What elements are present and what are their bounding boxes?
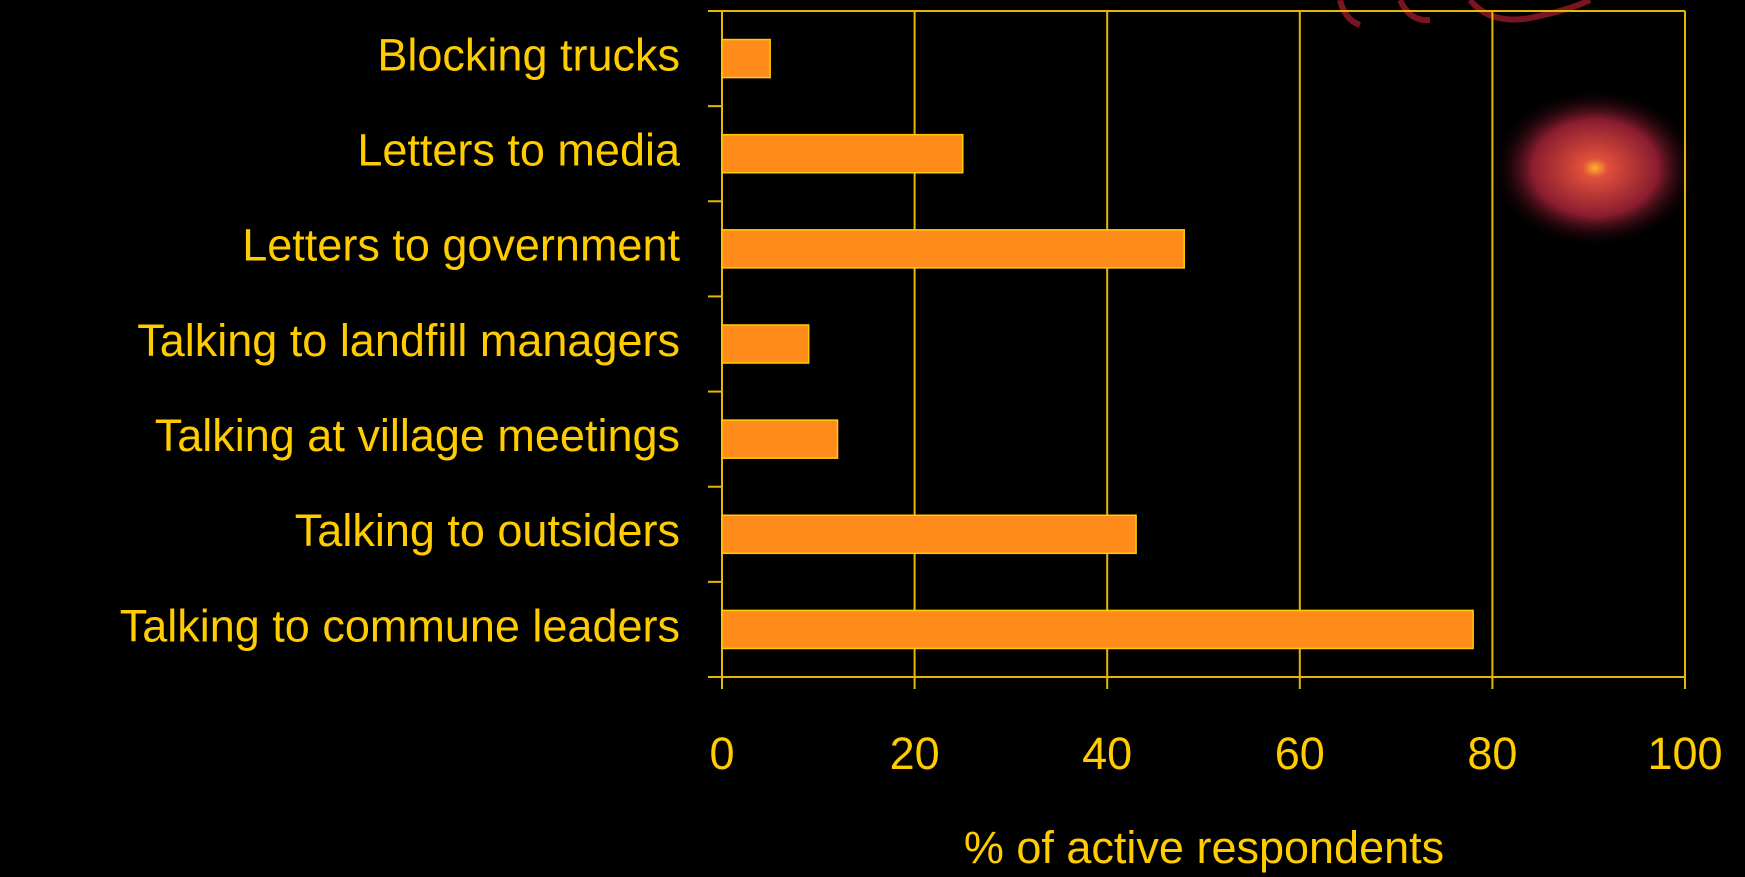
x-tick-label: 80 <box>1467 728 1517 779</box>
y-tick-label: Talking at village meetings <box>155 410 680 461</box>
x-tick-label: 40 <box>1082 728 1132 779</box>
decoration <box>1340 0 1590 25</box>
x-axis-label: % of active respondents <box>964 822 1444 873</box>
y-tick-label: Talking to commune leaders <box>120 600 680 651</box>
y-tick-label: Talking to outsiders <box>295 505 680 556</box>
bar <box>722 325 809 363</box>
chart: % of active respondents 0 20 40 60 80 100 Bloc… <box>0 0 1745 877</box>
bar <box>722 420 838 458</box>
x-tick-label: 20 <box>890 728 940 779</box>
x-tick-label: 60 <box>1275 728 1325 779</box>
x-tick-label: 0 <box>709 728 734 779</box>
y-tick-label: Blocking trucks <box>377 29 680 80</box>
bar <box>722 515 1136 553</box>
bar <box>722 135 963 173</box>
bar <box>722 230 1184 268</box>
y-tick-label: Letters to media <box>357 125 681 176</box>
bar <box>722 40 770 78</box>
decoration <box>1490 88 1700 248</box>
x-tick-label: 100 <box>1647 728 1722 779</box>
y-tick-label: Letters to government <box>242 220 680 271</box>
y-tick-label: Talking to landfill managers <box>137 315 680 366</box>
bar <box>722 610 1473 648</box>
